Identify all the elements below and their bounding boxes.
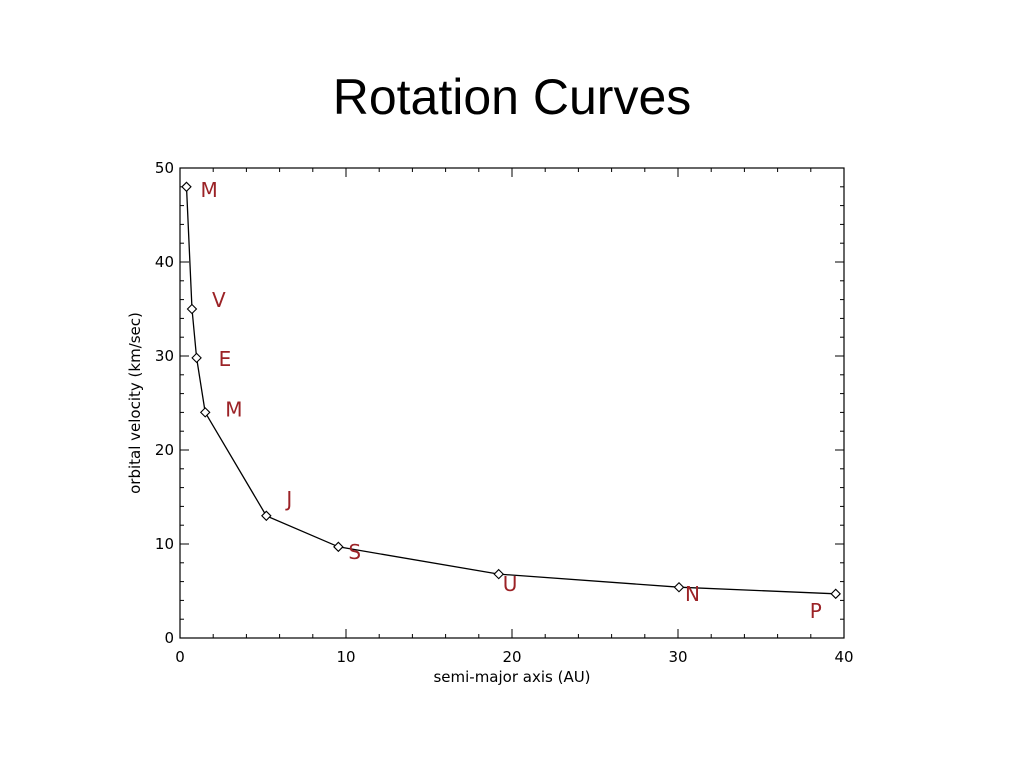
data-point-marker xyxy=(333,541,344,553)
point-label: S xyxy=(348,540,361,564)
x-tick-label: 40 xyxy=(834,648,853,666)
point-labels: M V E M J S U N P xyxy=(200,178,821,623)
data-point-marker xyxy=(181,181,192,193)
axis-ticks xyxy=(179,167,845,639)
point-label: M xyxy=(200,178,217,202)
data-points xyxy=(181,181,841,600)
data-point-marker xyxy=(493,568,504,580)
data-point-marker xyxy=(199,407,211,418)
y-tick-label: 0 xyxy=(164,629,174,647)
data-point-marker xyxy=(673,581,685,593)
y-tick-label: 30 xyxy=(155,347,174,365)
point-label: J xyxy=(284,487,292,511)
y-tick-label: 10 xyxy=(155,535,174,553)
data-point-marker xyxy=(261,510,272,522)
x-tick-label: 0 xyxy=(175,648,185,666)
series-line xyxy=(185,186,836,595)
data-point-marker xyxy=(186,303,198,315)
y-tick-label: 50 xyxy=(155,159,174,177)
y-axis-title: orbital velocity (km/sec) xyxy=(126,312,144,494)
point-label: N xyxy=(685,582,700,606)
y-tick-labels: 0 10 20 30 40 50 xyxy=(155,159,174,647)
point-label: U xyxy=(503,572,518,596)
point-label: V xyxy=(212,288,226,312)
x-tick-label: 20 xyxy=(502,648,521,666)
plot-frame xyxy=(179,167,845,639)
y-tick-label: 40 xyxy=(155,253,174,271)
data-point-marker xyxy=(191,352,202,364)
point-label: M xyxy=(225,397,242,421)
x-axis-title: semi-major axis (AU) xyxy=(433,668,590,686)
slide-title: Rotation Curves xyxy=(332,69,692,125)
data-point-marker xyxy=(830,588,841,600)
point-label: E xyxy=(219,347,232,371)
x-tick-labels: 0 10 20 30 40 xyxy=(175,648,853,666)
point-label: P xyxy=(810,599,822,623)
x-tick-label: 30 xyxy=(668,648,687,666)
x-tick-label: 10 xyxy=(336,648,355,666)
y-tick-label: 20 xyxy=(155,441,174,459)
